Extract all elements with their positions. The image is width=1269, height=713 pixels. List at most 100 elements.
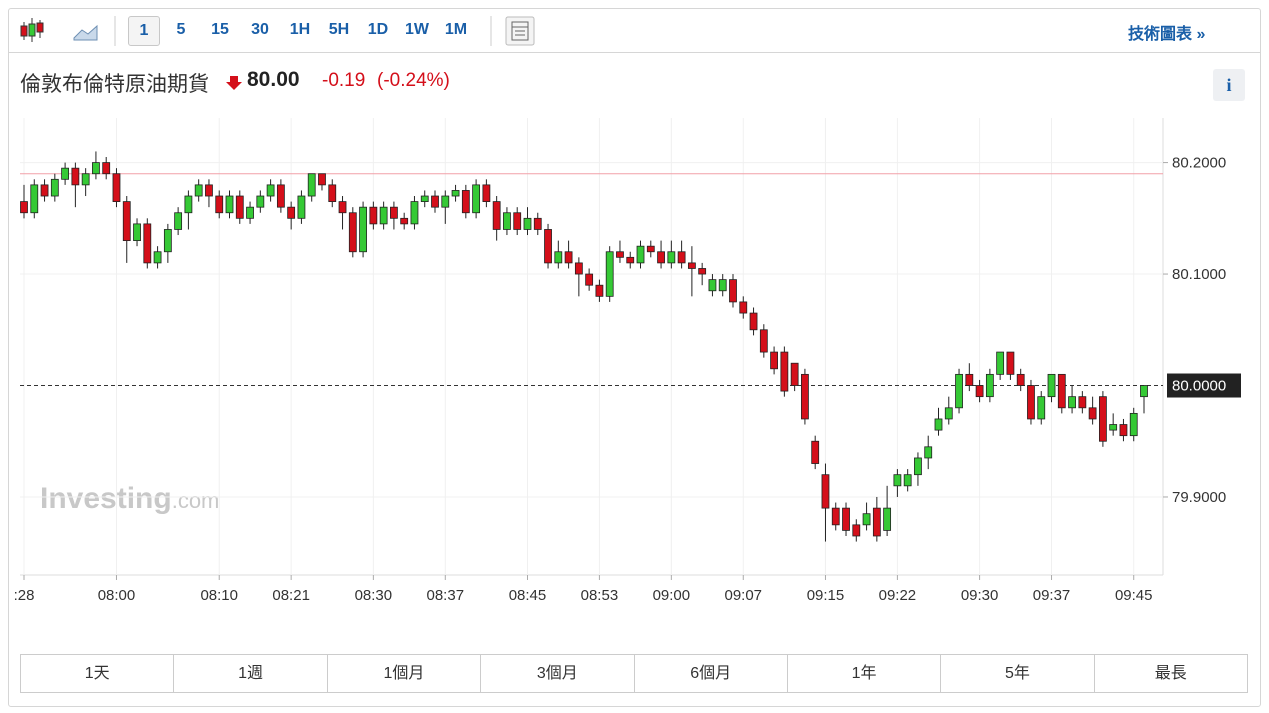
x-tick-label: 09:45 [1115,587,1153,604]
candle-body [955,373,963,409]
candle-body [390,206,398,219]
candle-body [102,162,111,175]
candle-icon[interactable] [20,18,44,42]
candle-body [595,284,604,297]
interval-button[interactable]: 1 [128,16,160,46]
candle-body [174,212,183,230]
candle-body [410,201,419,225]
candle-body [1129,412,1138,437]
candle-body [533,217,542,230]
candle-body [153,251,162,264]
area-icon[interactable] [73,24,98,41]
candle-body [122,201,131,242]
candle-body [266,184,275,197]
candle-body [184,195,193,214]
candle-body [852,524,861,537]
candle-body [276,184,285,208]
candle-body [1037,396,1046,420]
candle-body [112,173,121,202]
candle-body [523,217,532,230]
range-tab[interactable]: 1天 [21,655,175,692]
candle-body [574,262,583,275]
candle-body [924,446,933,459]
candle-body [20,201,28,214]
chart: Investing.com 80.2000 80.1000 79.9000:28 08:… [14,118,1241,604]
x-tick-label: 09:07 [724,587,762,604]
layout-icon[interactable] [505,16,535,46]
candle-body [934,418,943,431]
x-tick-label: 08:30 [355,587,393,604]
candle-body [842,507,850,531]
candle-body [667,251,676,264]
candle-body [883,507,892,531]
candle-body [92,162,100,175]
interval-button[interactable]: 15 [211,21,229,38]
candle-body [297,195,306,219]
range-tab[interactable]: 1年 [788,655,942,692]
widget-frame [8,8,1261,707]
range-tab[interactable]: 1週 [174,655,328,692]
candle-body [811,440,820,464]
candle-body [985,373,994,398]
y-tick-label: 79.9000 [1172,489,1226,506]
range-tab[interactable]: 6個月 [635,655,788,692]
candle-body [400,217,409,225]
candle-body [780,351,789,392]
watermark-text: .com [172,488,220,513]
candle-body [225,195,234,214]
change: -0.19 [322,70,366,91]
candle-body [451,190,460,197]
x-tick-label: 08:00 [98,587,136,604]
candle-body [246,206,254,219]
instrument-name: 倫敦布倫特原油期貨 [20,73,209,96]
candle-body [996,351,1005,375]
candle-body [626,256,635,264]
candle-body [472,184,481,214]
interval-button[interactable]: 5H [328,21,350,38]
candle-body [1027,385,1035,420]
candle-body [636,245,645,264]
candle-body [1078,396,1087,409]
interval-button[interactable]: 5 [176,21,186,38]
x-tick-label: 08:10 [200,587,238,604]
toolbar [8,8,1261,53]
y-tick-label: 80.1000 [1172,266,1226,283]
range-tab[interactable]: 3個月 [481,655,635,692]
x-tick-label: 08:37 [427,587,465,604]
candle-body [328,184,337,202]
candle-body [657,251,665,264]
current-price-label: 80.0000 [1172,378,1226,395]
candle-body [359,206,367,253]
range-tab[interactable]: 1個月 [328,655,482,692]
x-tick-label: 09:15 [807,587,845,604]
candle-body [564,251,573,264]
candle-body [307,173,316,197]
candle-body [687,262,696,269]
range-tab[interactable]: 5年 [941,655,1095,692]
candle-body [718,279,727,292]
range-tab[interactable]: 最長 [1154,665,1187,682]
candle-body [1006,351,1015,375]
candle-body [133,223,141,242]
candle-body [143,223,152,264]
candle-body [503,212,511,230]
interval-button[interactable]: 1W [405,21,429,38]
technical-chart-link[interactable]: 技術圖表 » [1128,26,1206,43]
candle-body [872,507,881,537]
interval-button[interactable]: 1H [289,21,311,38]
candle-body [287,206,296,219]
candle-body [513,212,522,230]
interval-button[interactable]: 1M [444,21,468,38]
candle-body [605,251,614,297]
candle-body [379,206,388,225]
candle-body [749,312,758,331]
interval-button[interactable]: 1D [367,21,389,38]
candle-body [71,167,80,186]
candle-body [1119,424,1128,437]
info-button[interactable]: i [1213,69,1245,101]
candle-body [369,206,378,225]
candle-body [544,229,552,264]
interval-button[interactable]: 30 [251,21,269,38]
candle-body [420,195,429,202]
